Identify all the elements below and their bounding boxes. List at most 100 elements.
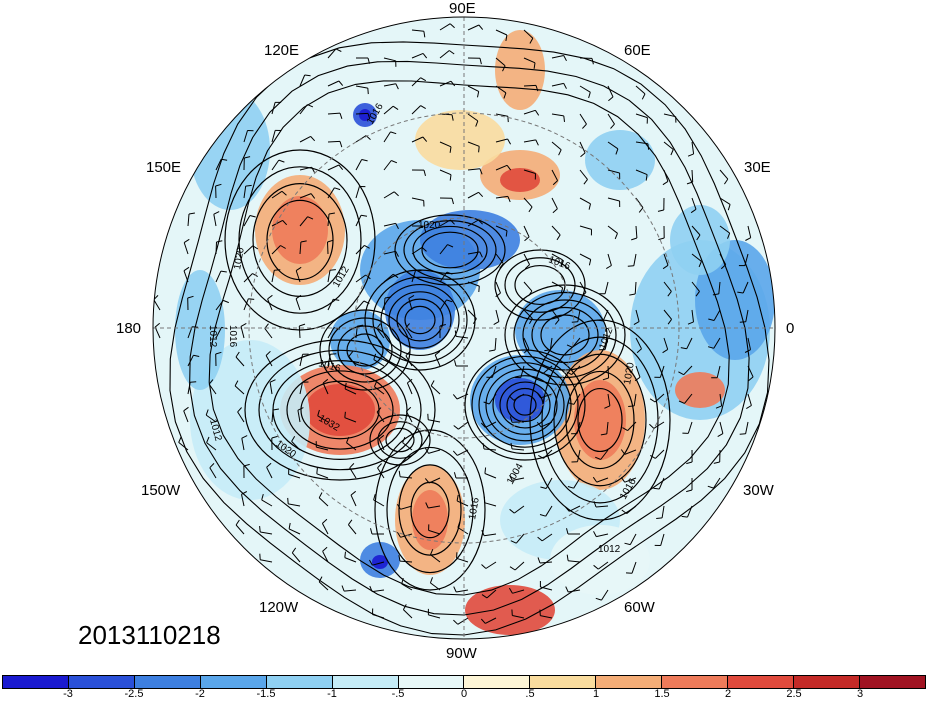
anomaly-region [420,210,520,270]
wind-barb-feather [479,168,483,175]
wind-barb [486,365,497,378]
wind-barb-feather [220,270,227,273]
wind-barb-feather [392,105,399,111]
wind-barb [593,531,609,538]
wind-barb-staff [713,309,721,321]
anomaly-region [550,525,650,595]
wind-barb-feather [349,463,355,469]
anomaly-region [190,90,270,210]
wind-barb-feather [183,266,190,272]
wind-barb-feather [472,318,477,324]
wind-barb [607,169,621,180]
wind-barb [537,533,553,542]
pressure-contour [541,336,659,504]
wind-barb [719,253,727,270]
pressure-contour [372,276,468,364]
pressure-contour [328,317,402,383]
wind-barb-staff [434,354,441,367]
wind-barb [509,561,525,571]
wind-barb-feather [261,493,264,501]
wind-barb [579,169,588,185]
wind-barb [453,421,469,430]
wind-barb-staff [215,158,222,171]
wind-barb [650,449,665,459]
wind-barb-feather [510,540,517,544]
wind-barb-staff [376,328,385,339]
pressure-contour [499,381,551,429]
wind-barb-feather [307,104,314,108]
wind-barb-staff [456,589,469,593]
pressure-contour [522,299,608,371]
wind-barb-feather [670,149,674,156]
wind-barb [481,561,497,569]
wind-barb-staff [400,505,413,510]
wind-barb-staff [318,497,329,507]
wind-barb [678,393,693,404]
colorbar-swatch [266,676,333,688]
wind-barb-feather [192,326,199,328]
wind-barb [299,353,309,367]
wind-barb [327,112,343,119]
wind-barb-staff [691,253,702,262]
wind-barb-feather [405,351,411,357]
wind-barb-feather [209,463,215,469]
wind-barb [622,421,637,432]
wind-barb-staff [299,193,312,199]
wind-barb [606,253,612,270]
wind-barb [378,434,385,451]
wind-barb-staff [383,131,391,143]
wind-barbs [153,23,754,625]
wind-barb-staff [551,197,558,209]
wind-barb-staff [383,222,396,227]
wind-barb-feather [405,323,410,329]
wind-barb-staff [271,159,280,171]
wind-barb-staff [265,355,273,367]
wind-barb-feather [454,360,457,367]
wind-barb [635,169,648,181]
wind-barb-feather [344,551,346,558]
wind-barb-staff [295,298,301,311]
wind-barb-feather [509,474,513,481]
wind-barb-feather [483,401,490,405]
wind-barb-feather [344,382,347,389]
wind-barb [240,322,247,339]
wind-barb-feather [608,96,614,102]
wind-barb [680,337,693,350]
wind-barb-staff [428,529,441,535]
wind-barb-staff [373,359,385,367]
wind-barb [604,393,611,409]
wind-barb-feather [393,191,399,197]
wind-barb-staff [523,169,536,174]
wind-barb [237,407,245,423]
colorbar-tick-label: 1 [592,688,600,700]
wind-barb-staff [545,477,553,489]
colorbar-swatch [662,676,729,688]
wind-barb-staff [719,393,723,406]
wind-barb [635,337,642,354]
wind-barb [628,393,637,407]
wind-barb-feather [329,269,336,271]
wind-barb [523,29,534,44]
wind-barb-staff [327,187,335,199]
wind-barb-staff [215,300,224,311]
wind-barb [411,136,428,143]
wind-barb-feather [563,83,567,89]
wind-barb-feather [615,148,619,155]
wind-barb-staff [495,164,508,171]
wind-barb-feather [295,266,302,272]
wind-barb-staff [269,382,273,395]
wind-barb [427,413,441,423]
wind-barb-staff [576,421,581,434]
wind-barb-feather [695,291,700,297]
wind-barb [566,337,581,348]
wind-barb [383,160,398,171]
wind-barb-feather [507,196,511,203]
wind-barb-feather [604,405,611,409]
wind-barb-feather [154,322,161,328]
wind-barb-staff [178,442,189,451]
wind-barb-staff [355,214,362,227]
pressure-contour [377,421,423,459]
pressure-contour [404,305,436,335]
colorbar-swatch [68,676,135,688]
wind-barb-staff [299,166,312,171]
